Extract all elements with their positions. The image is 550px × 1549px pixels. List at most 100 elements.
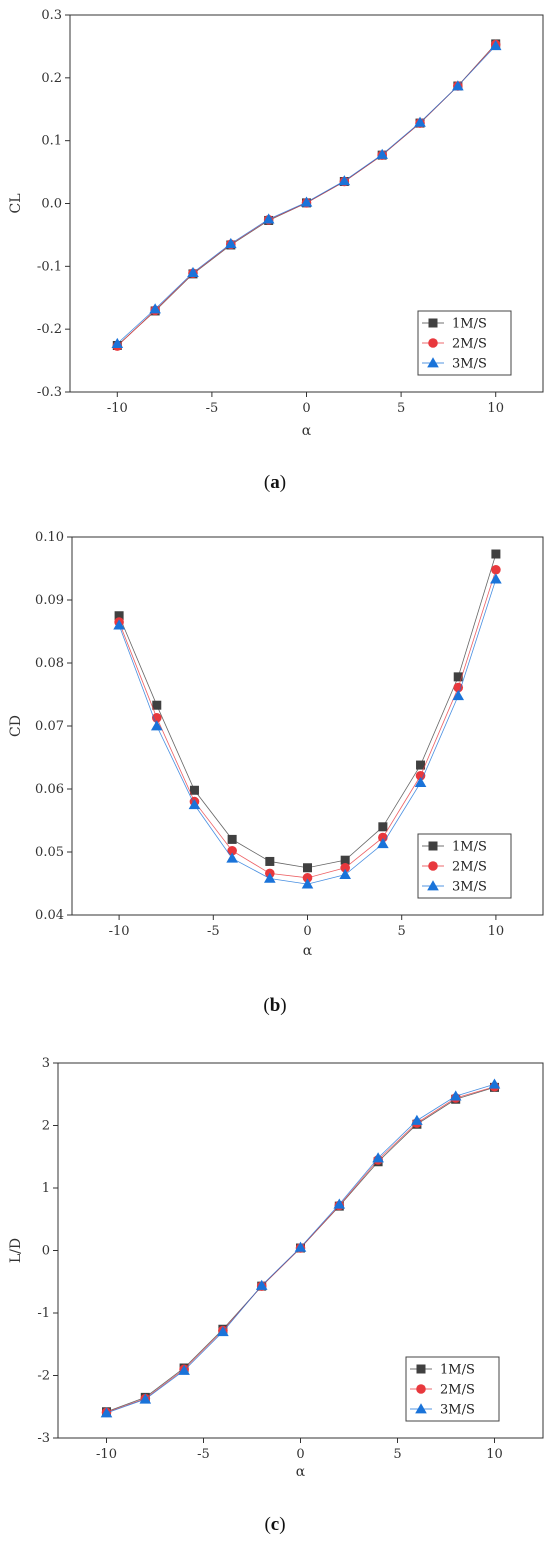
series-line (118, 553, 497, 869)
data-point (340, 862, 350, 873)
y-tick-label: 0.2 (41, 71, 62, 86)
x-tick-label: 0 (303, 924, 311, 939)
series-line (117, 43, 496, 346)
legend-label: 2M/S (452, 860, 487, 875)
data-point (415, 770, 426, 781)
y-tick-label: 0.08 (35, 656, 64, 671)
data-point (264, 872, 276, 883)
data-point (111, 337, 124, 348)
chart-caption: (c) (264, 1514, 285, 1535)
data-point (187, 266, 199, 277)
legend-marker (415, 1403, 427, 1414)
data-point (376, 148, 388, 159)
data-point (178, 1364, 190, 1375)
y-tick-label: 0.04 (35, 908, 64, 923)
legend-marker (428, 841, 438, 851)
data-point (189, 785, 199, 795)
legend-marker (416, 1384, 426, 1394)
chart-caption: (a) (264, 472, 286, 493)
data-point (372, 1152, 384, 1163)
y-tick-label: -0.3 (37, 385, 62, 400)
data-point (113, 619, 125, 630)
legend-label: 2M/S (452, 337, 487, 352)
data-point (491, 549, 501, 559)
series-line (118, 569, 497, 879)
y-tick-label: -2 (37, 1369, 50, 1384)
data-point (255, 1279, 268, 1290)
chart-b-svg: -10 -5 0 5 10 0.04 0.05 0.06 0.07 0.08 0.09 0.10 α CD… (8, 530, 544, 1016)
x-axis-label: α (296, 1464, 306, 1480)
data-point (139, 1393, 152, 1404)
data-point (150, 720, 163, 731)
y-tick-label: 0.10 (35, 530, 64, 545)
data-point (300, 196, 313, 207)
y-tick-label: 0.06 (35, 782, 64, 797)
y-tick-label: -1 (37, 1306, 50, 1321)
data-point (411, 1114, 423, 1125)
y-tick-label: 0.07 (35, 719, 64, 734)
data-point (378, 822, 388, 832)
chart-caption: (b) (263, 995, 286, 1016)
data-point (377, 838, 389, 849)
series-line (117, 44, 496, 347)
y-tick-label: 0.05 (35, 845, 64, 860)
legend: 1M/S 2M/S 3M/S (417, 310, 512, 376)
data-point (339, 868, 351, 880)
series-1m-s (112, 39, 501, 351)
legend-label: 1M/S (452, 840, 487, 855)
chart-panel-a: -10 -5 0 5 10 -0.3 -0.2 -0.1 0.0 0.1 0.2 0.3 α CL 1M/S… (0, 0, 550, 505)
data-point (152, 700, 162, 710)
data-point (338, 175, 351, 186)
data-point (452, 689, 465, 701)
x-tick-label: 0 (302, 401, 310, 416)
y-tick-label: 0.1 (41, 134, 62, 149)
series-2m-s (112, 39, 501, 351)
legend-label: 1M/S (452, 317, 487, 332)
y-axis-label: CD (8, 715, 24, 737)
x-tick-label: 10 (487, 401, 504, 416)
y-tick-label: 1 (42, 1181, 50, 1196)
data-point (488, 1078, 501, 1089)
data-point (227, 834, 237, 844)
x-axis-label: α (302, 423, 312, 439)
data-point (188, 798, 201, 810)
legend-marker (427, 880, 439, 891)
y-tick-label: 0.3 (41, 8, 62, 23)
data-point (416, 760, 426, 770)
x-tick-label: -10 (96, 1447, 117, 1462)
series-line (117, 45, 496, 344)
chart-a-svg: -10 -5 0 5 10 -0.3 -0.2 -0.1 0.0 0.1 0.2 0.3 α CL 1M/S… (8, 8, 544, 493)
data-point (489, 39, 502, 51)
x-tick-label: 10 (488, 924, 505, 939)
data-point (452, 80, 464, 91)
data-point (414, 116, 426, 127)
y-tick-label: 3 (42, 1056, 50, 1071)
y-tick-label: 0.0 (41, 197, 62, 212)
series-3m-s (111, 39, 502, 348)
data-point (114, 611, 124, 621)
series-1m-s (114, 549, 501, 873)
data-point (226, 852, 238, 863)
legend: 1M/S 2M/S 3M/S (405, 1356, 500, 1422)
y-tick-label: 0 (42, 1244, 50, 1259)
x-tick-label: 5 (393, 1447, 401, 1462)
series-3m-s (100, 1078, 501, 1418)
y-tick-label: 0.09 (35, 593, 64, 608)
chart-panel-c: -10 -5 0 5 10 -3 -2 -1 0 1 2 3 α L/D 1M/S 2M/S 3M/S (c) (0, 1040, 550, 1549)
data-point (303, 863, 312, 873)
x-tick-label: 0 (296, 1447, 304, 1462)
data-point (302, 873, 313, 883)
data-point (490, 573, 502, 584)
data-point (333, 1198, 346, 1209)
x-axis-label: α (303, 943, 313, 959)
x-tick-label: -10 (107, 401, 128, 416)
x-tick-label: 10 (486, 1447, 503, 1462)
x-tick-label: -5 (197, 1447, 210, 1462)
legend: 1M/S 2M/S 3M/S (417, 833, 512, 899)
data-point (453, 682, 464, 693)
legend-marker (427, 357, 439, 368)
data-point (227, 845, 237, 856)
data-point (340, 855, 350, 865)
data-point (453, 672, 463, 682)
